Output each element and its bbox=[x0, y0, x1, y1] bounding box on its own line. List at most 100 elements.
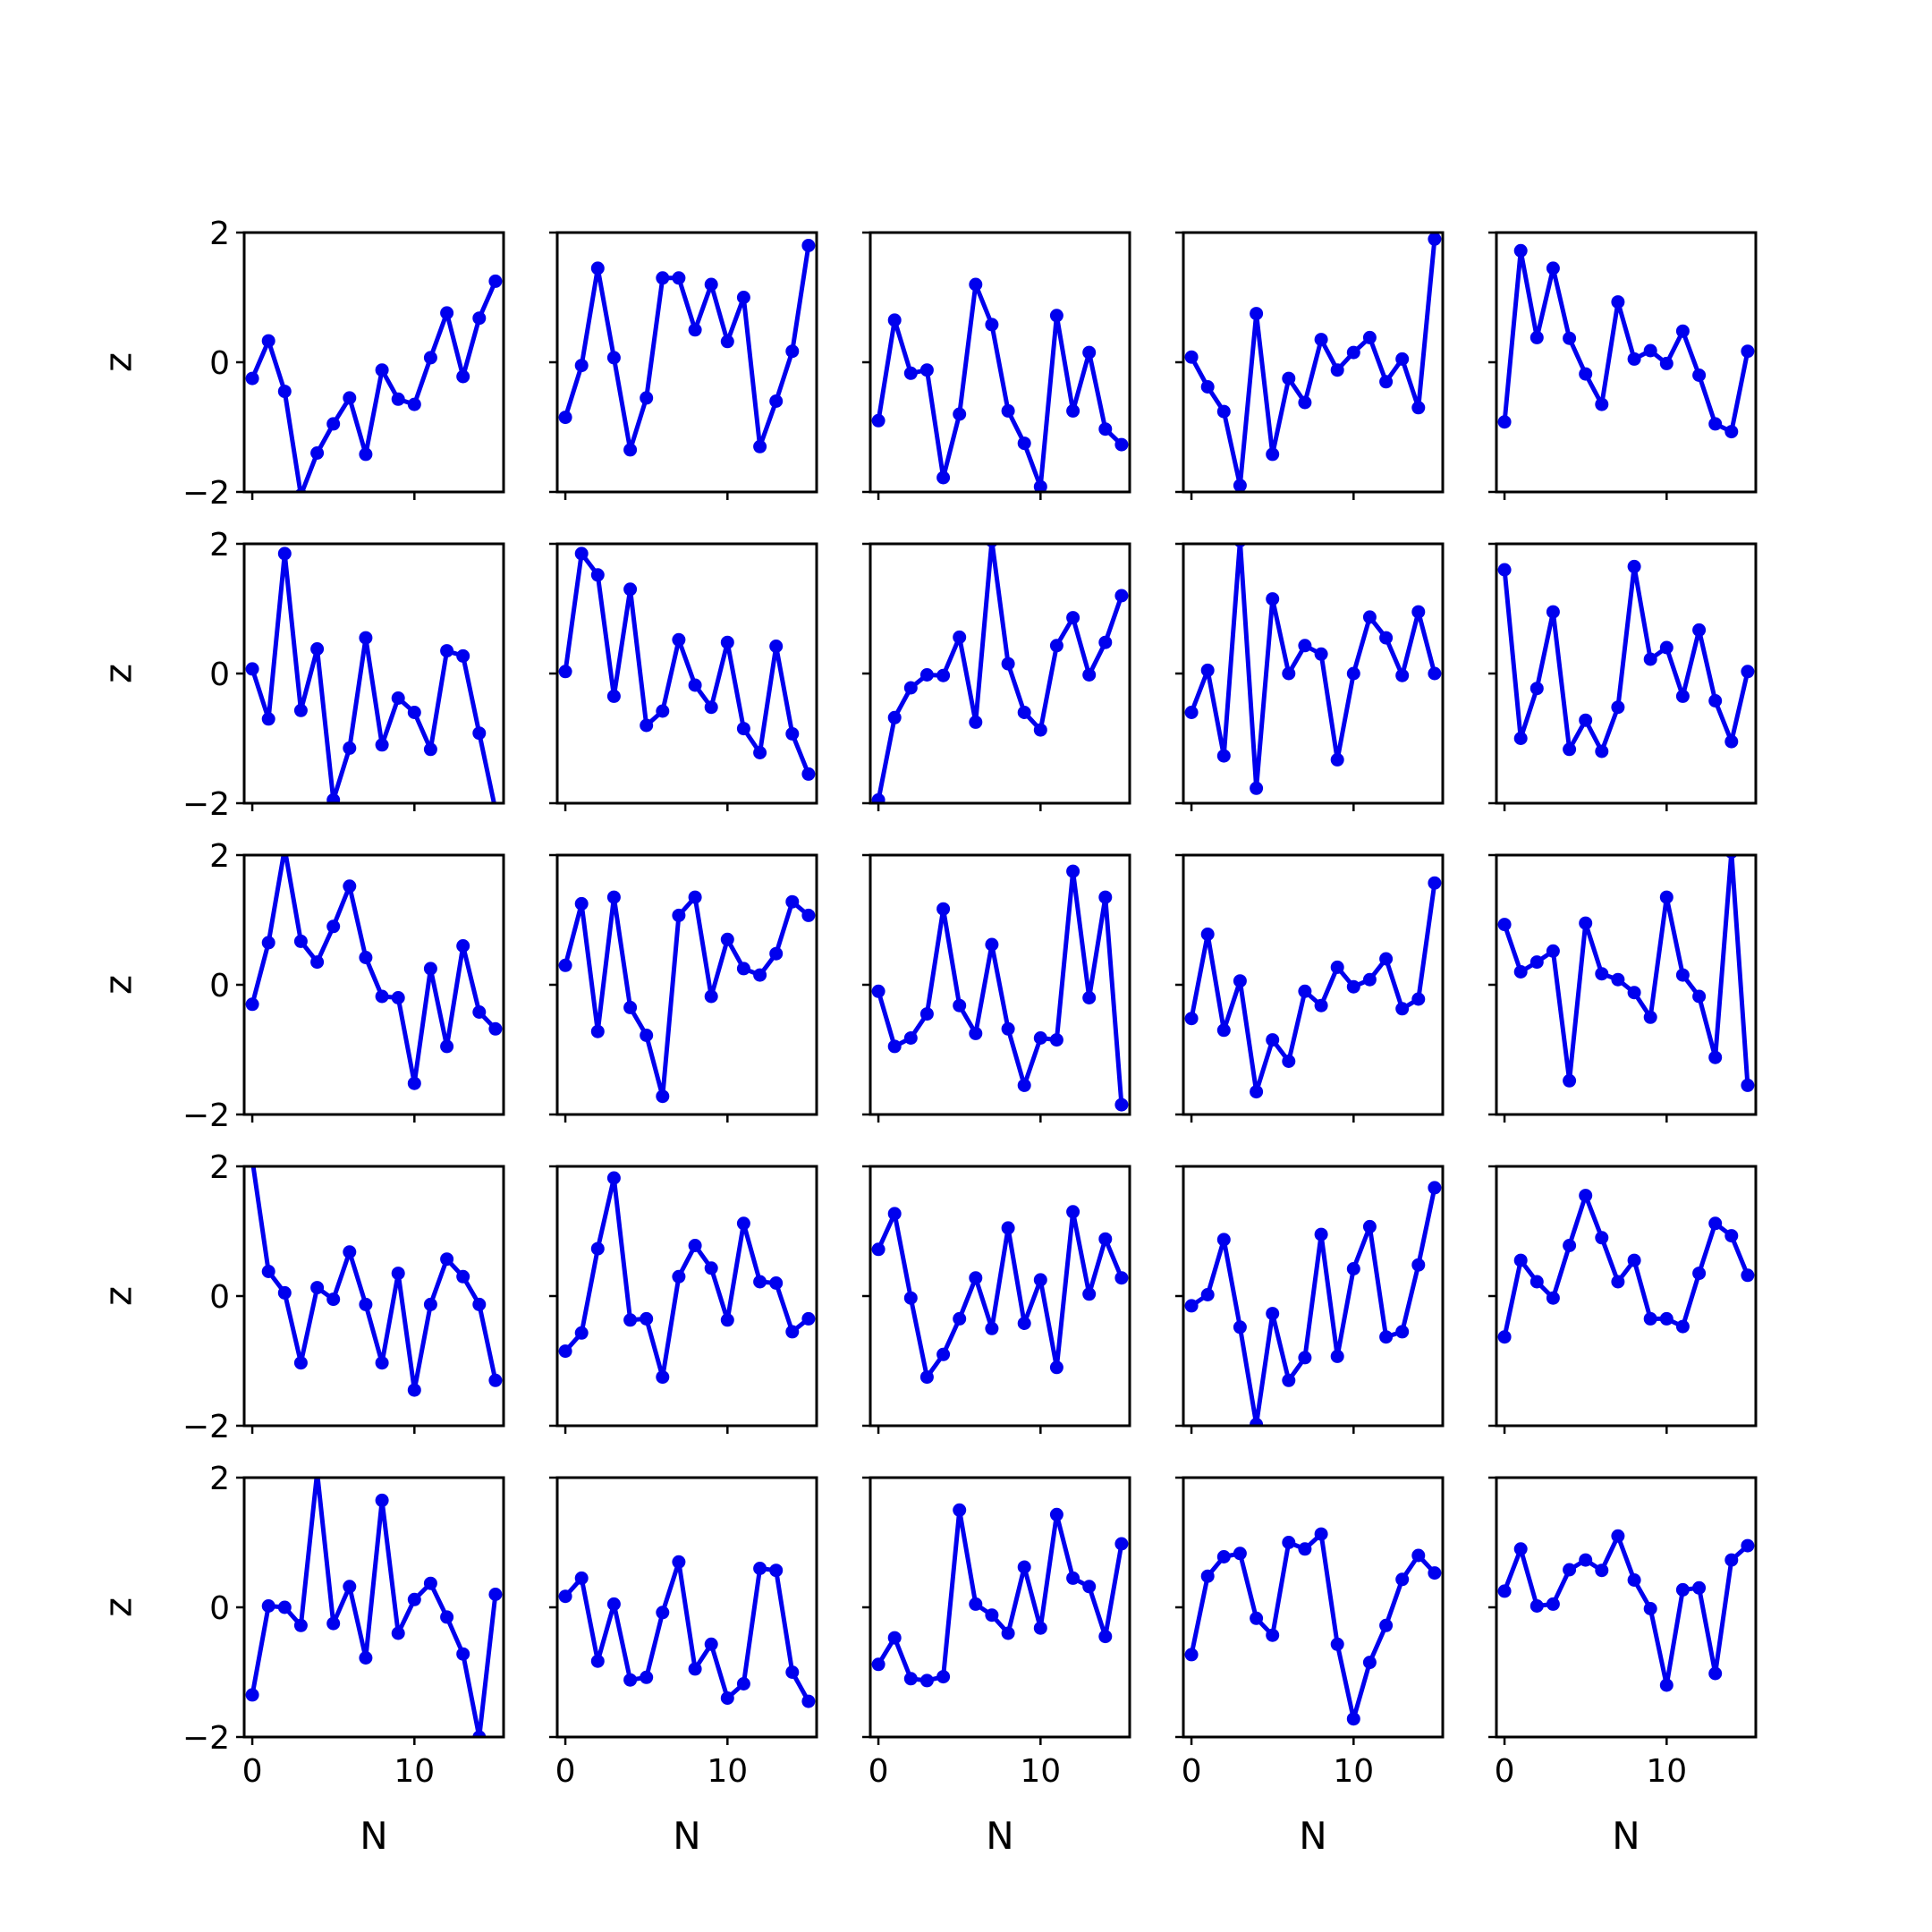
data-point-6 bbox=[1282, 1536, 1296, 1549]
data-point-5 bbox=[1266, 1307, 1280, 1321]
y-tick-label: −2 bbox=[182, 1097, 230, 1134]
data-point-9 bbox=[391, 1626, 405, 1640]
data-point-12 bbox=[753, 439, 767, 453]
x-tick-label: 10 bbox=[394, 1753, 435, 1790]
data-point-13 bbox=[456, 1647, 470, 1661]
data-point-12 bbox=[440, 644, 454, 658]
data-point-13 bbox=[1395, 1572, 1410, 1587]
data-point-1 bbox=[574, 1326, 589, 1340]
data-point-3 bbox=[1233, 974, 1247, 988]
data-point-12 bbox=[1066, 1205, 1080, 1219]
data-point-13 bbox=[1082, 668, 1097, 682]
series-line bbox=[1502, 1533, 1750, 1688]
data-point-10 bbox=[1033, 1621, 1047, 1635]
data-point-14 bbox=[785, 894, 800, 909]
y-tick-label: 2 bbox=[209, 527, 230, 564]
data-point-6 bbox=[656, 1606, 670, 1620]
data-point-6 bbox=[969, 1597, 983, 1611]
data-point-1 bbox=[1513, 1253, 1528, 1267]
data-point-15 bbox=[1741, 1268, 1755, 1283]
series-group bbox=[558, 1555, 816, 1708]
data-point-1 bbox=[261, 1265, 275, 1278]
data-point-3 bbox=[606, 890, 621, 904]
data-point-2 bbox=[1216, 1233, 1231, 1247]
data-point-2 bbox=[590, 261, 605, 275]
data-point-8 bbox=[375, 738, 389, 752]
axes-frame bbox=[1182, 853, 1445, 1116]
data-point-12 bbox=[1066, 403, 1080, 418]
data-point-0 bbox=[558, 958, 572, 972]
data-point-14 bbox=[1725, 855, 1738, 859]
data-point-2 bbox=[277, 1600, 292, 1614]
data-point-9 bbox=[1330, 752, 1344, 767]
x-axis-label: N bbox=[1612, 1814, 1640, 1858]
data-point-9 bbox=[391, 392, 405, 406]
data-point-7 bbox=[359, 1297, 373, 1311]
y-tick-label: 0 bbox=[209, 345, 230, 382]
data-point-0 bbox=[558, 1589, 572, 1604]
data-point-15 bbox=[1114, 1097, 1129, 1112]
data-point-4 bbox=[1250, 307, 1264, 321]
data-point-14 bbox=[785, 1665, 800, 1679]
data-point-10 bbox=[407, 1383, 421, 1397]
data-point-9 bbox=[391, 991, 405, 1004]
subplot-r3-c2 bbox=[549, 853, 818, 1123]
data-point-14 bbox=[472, 1005, 487, 1019]
data-point-11 bbox=[1049, 1507, 1063, 1521]
data-point-0 bbox=[245, 371, 259, 386]
data-point-15 bbox=[1428, 666, 1442, 681]
subplot-r1-c1: −2 0 2 z bbox=[97, 216, 505, 512]
data-point-5 bbox=[326, 919, 341, 934]
y-tick-label: −2 bbox=[182, 1720, 230, 1757]
subplot-r4-c4 bbox=[1175, 1165, 1445, 1434]
data-point-9 bbox=[1330, 1637, 1344, 1651]
data-point-4 bbox=[623, 582, 638, 597]
data-point-4 bbox=[1563, 1239, 1577, 1252]
series-group bbox=[1184, 544, 1442, 795]
subplot-r2-c1: −2 0 2 z bbox=[97, 527, 505, 823]
subplot-r5-c2: 0 10N bbox=[549, 1476, 818, 1858]
data-point-11 bbox=[1049, 1360, 1063, 1375]
data-point-10 bbox=[720, 932, 734, 946]
data-point-8 bbox=[1314, 1227, 1328, 1241]
data-point-0 bbox=[1184, 350, 1199, 364]
data-point-15 bbox=[1741, 344, 1755, 359]
axes-frame bbox=[555, 542, 818, 805]
data-point-13 bbox=[1708, 1050, 1723, 1064]
data-point-6 bbox=[1595, 1563, 1609, 1578]
data-point-2 bbox=[1216, 404, 1231, 419]
data-point-13 bbox=[769, 946, 784, 961]
data-point-2 bbox=[1530, 682, 1544, 696]
data-point-15 bbox=[1428, 1181, 1442, 1195]
data-point-13 bbox=[456, 648, 470, 663]
data-point-7 bbox=[1611, 295, 1625, 309]
x-axis-label: N bbox=[673, 1814, 700, 1858]
series-line bbox=[1502, 855, 1750, 1086]
data-point-6 bbox=[656, 1370, 670, 1385]
data-point-14 bbox=[1724, 1553, 1739, 1567]
data-point-8 bbox=[1001, 1021, 1015, 1036]
subplot-r2-c3 bbox=[862, 542, 1131, 811]
data-point-0 bbox=[1184, 706, 1199, 719]
data-point-3 bbox=[1233, 544, 1246, 547]
series-group bbox=[871, 864, 1129, 1112]
data-point-1 bbox=[1513, 732, 1528, 745]
data-point-6 bbox=[1282, 371, 1296, 386]
data-point-12 bbox=[1379, 631, 1394, 645]
series-line bbox=[250, 1166, 498, 1393]
data-point-5 bbox=[326, 792, 341, 803]
subplot-r2-c5 bbox=[1488, 542, 1758, 811]
data-point-6 bbox=[969, 1271, 983, 1285]
data-point-5 bbox=[1266, 1033, 1280, 1047]
data-point-1 bbox=[887, 710, 902, 724]
data-point-2 bbox=[903, 681, 918, 695]
data-point-1 bbox=[1513, 965, 1528, 979]
y-tick-label: −2 bbox=[182, 1409, 230, 1445]
data-point-10 bbox=[1033, 1031, 1047, 1045]
subplot-r3-c5 bbox=[1488, 853, 1758, 1123]
data-point-9 bbox=[1017, 1317, 1031, 1330]
series-line bbox=[563, 894, 810, 1099]
series-line bbox=[1502, 564, 1750, 754]
data-point-0 bbox=[1184, 1299, 1199, 1313]
